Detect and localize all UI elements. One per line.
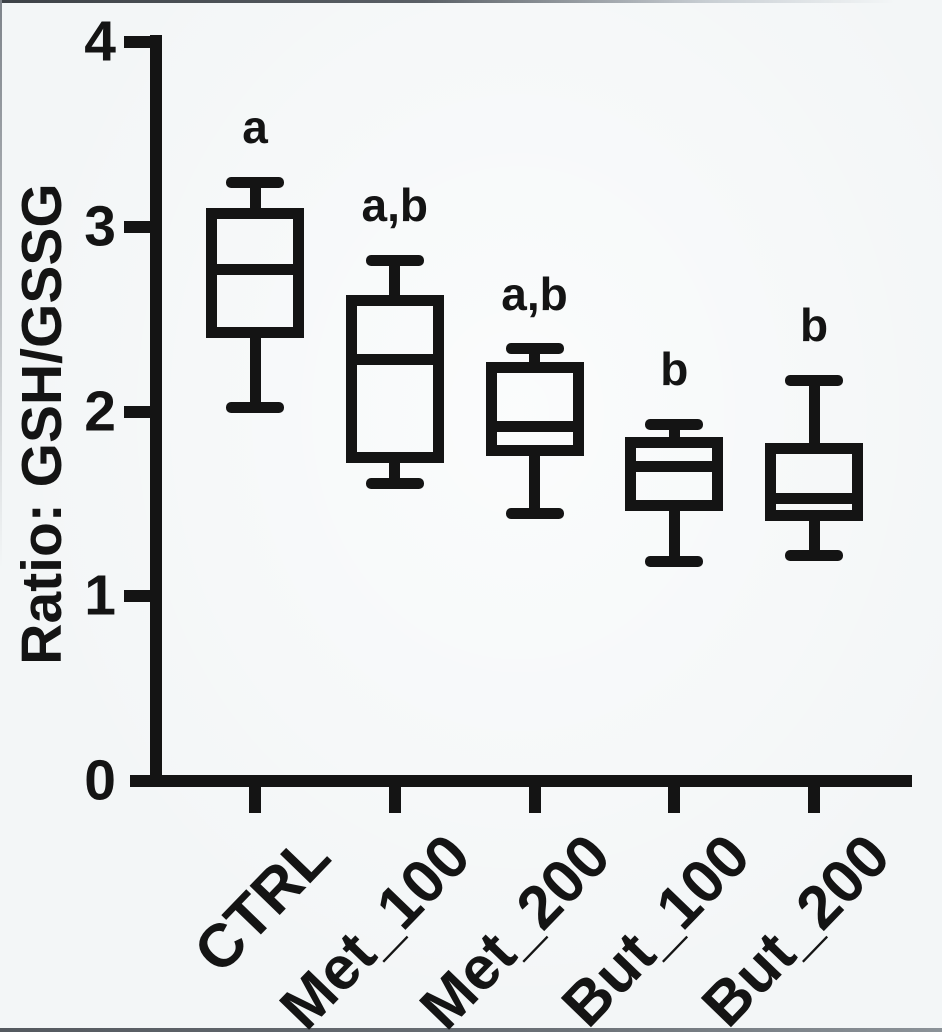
figure-bottom-edge [0,1028,942,1032]
x-tick-Met_200 [528,787,541,813]
x-tick-Met_100 [388,787,401,813]
box-But_100 [625,437,724,512]
whisker-top-Met_100 [389,260,401,296]
y-tick-label-1: 1 [84,563,116,628]
whisker-cap-bottom-Met_100 [365,478,424,490]
whisker-bottom-But_200 [808,520,820,556]
box-But_200 [765,442,863,521]
whisker-bottom-CTRL [249,337,261,408]
median-But_200 [765,492,863,504]
box-Met_100 [345,295,444,464]
significance-label-Met_100: a,b [361,179,428,231]
median-CTRL [206,263,304,275]
significance-label-Met_200: a,b [501,267,568,320]
significance-label-CTRL: a [242,101,268,154]
significance-label-But_200: b [799,299,829,352]
significance-label-But_100: b [660,343,689,396]
whisker-cap-bottom-But_200 [785,550,843,562]
whisker-cap-bottom-But_100 [645,555,704,567]
median-Met_200 [485,420,584,432]
whisker-top-But_100 [668,424,680,438]
whisker-top-CTRL [249,182,261,209]
x-tick-CTRL [249,787,261,813]
whisker-top-Met_200 [529,348,540,362]
whisker-bottom-Met_100 [389,463,401,484]
whisker-cap-bottom-CTRL [226,402,284,414]
x-tick-But_200 [808,787,820,813]
y-tick-2 [124,405,150,418]
x-tick-But_100 [668,787,681,813]
figure-left-edge [0,0,2,568]
box-Met_200 [485,361,584,456]
whisker-bottom-Met_200 [529,455,540,514]
y-tick-1 [124,590,150,603]
y-tick-label-2: 2 [84,379,116,443]
y-tick-3 [124,220,150,233]
median-But_100 [625,461,724,473]
whisker-bottom-But_100 [668,511,680,562]
figure-top-edge [0,0,942,3]
whisker-cap-bottom-Met_200 [505,507,564,519]
y-tick-label-4: 4 [84,9,116,74]
y-axis-line [150,35,162,787]
y-tick-label-3: 3 [84,194,116,259]
median-Met_100 [345,354,444,366]
y-tick-label-0: 0 [84,748,116,813]
x-axis-line [130,775,912,787]
whisker-top-But_200 [808,380,820,443]
y-tick-4 [124,36,150,48]
